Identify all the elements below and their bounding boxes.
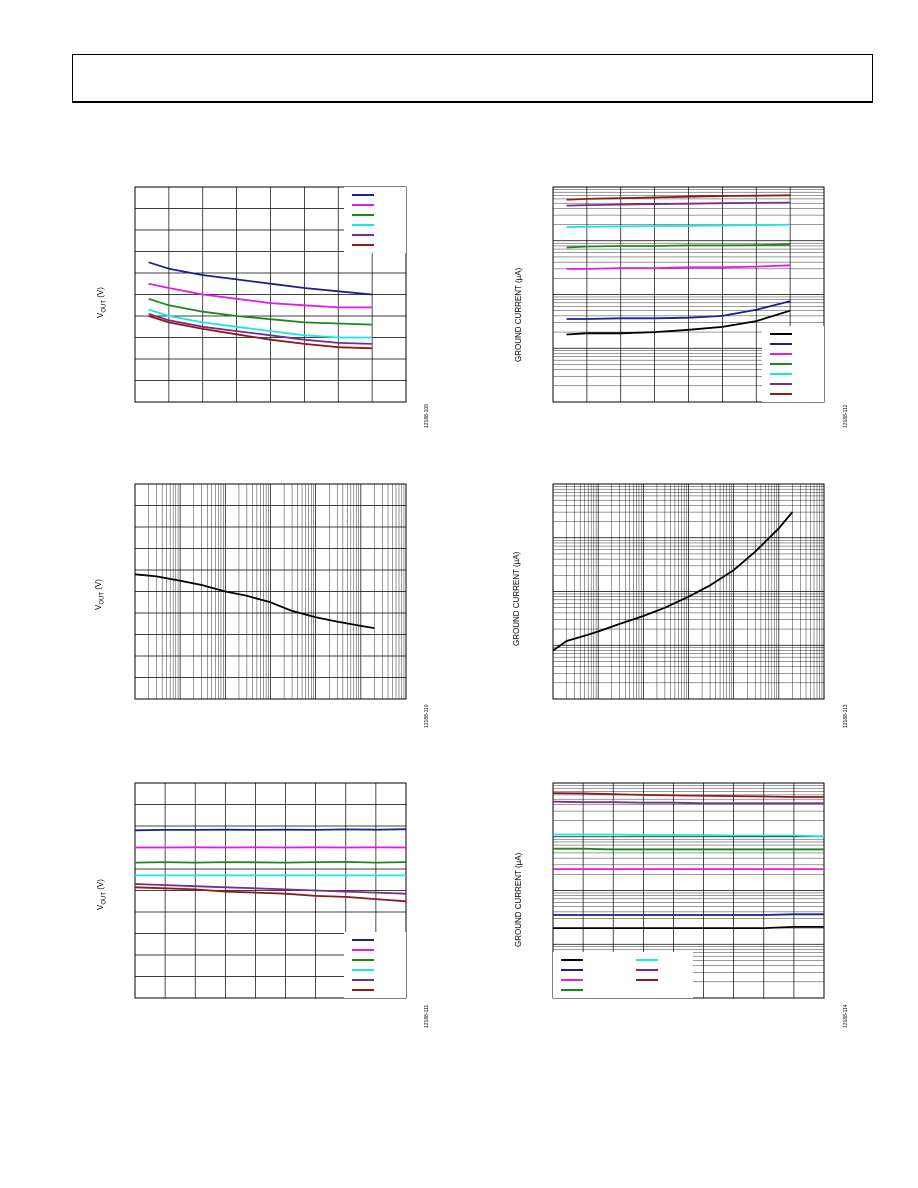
legend <box>553 952 693 998</box>
series-line <box>134 573 375 629</box>
legend <box>344 932 406 998</box>
series-line <box>148 308 373 339</box>
series-line <box>566 264 791 270</box>
series-line <box>148 315 373 350</box>
series-line <box>552 800 824 805</box>
legend <box>344 187 406 253</box>
chart-ground-current-2-figure-id: 12188-113 <box>843 704 849 728</box>
chart-vout-1 <box>134 186 407 407</box>
legend-box <box>344 187 406 253</box>
plot-frame <box>134 782 407 999</box>
chart-vout-3-figure-id: 12188-111 <box>424 1004 430 1028</box>
grid <box>134 483 407 700</box>
series-line <box>553 833 825 838</box>
series-line <box>566 201 791 207</box>
chart-ground-current-2-ylabel: GROUND CURRENT (µA) <box>512 551 521 646</box>
chart-ground-current-1-figure-id: 12188-112 <box>843 404 849 428</box>
page-header-box <box>72 54 873 103</box>
series-line <box>134 828 407 832</box>
chart-vout-2-plot <box>134 483 407 700</box>
chart-vout-3-plot <box>134 782 407 999</box>
series-line <box>552 792 824 798</box>
chart-vout-2-figure-id: 12188-110 <box>424 704 430 728</box>
chart-vout-1-plot <box>134 186 407 403</box>
chart-vout-1-figure-id: 12188-109 <box>424 404 430 428</box>
chart-ground-current-3-figure-id: 12188-114 <box>843 1004 849 1028</box>
plot-frame <box>552 483 825 700</box>
series-line <box>553 913 824 916</box>
series-line <box>553 847 824 851</box>
series-line <box>134 883 407 895</box>
legend-box <box>344 932 406 998</box>
series-line <box>148 313 373 345</box>
series-line <box>148 261 373 296</box>
chart-ground-current-2-plot <box>552 483 825 700</box>
chart-ground-current-3 <box>552 782 825 1003</box>
chart-vout-2-ylabel: VOUT (V) <box>94 579 106 610</box>
chart-vout-3-ylabel: VOUT (V) <box>96 879 108 910</box>
series-line <box>566 243 791 249</box>
plot-frame <box>134 483 407 700</box>
chart-vout-1-ylabel: VOUT (V) <box>96 287 108 318</box>
series-line <box>566 223 791 228</box>
chart-ground-current-1-ylabel: GROUND CURRENT (µA) <box>514 267 523 362</box>
series-line <box>566 309 791 336</box>
chart-vout-2 <box>134 483 407 704</box>
chart-ground-current-3-ylabel: GROUND CURRENT (µA) <box>514 852 523 947</box>
legend-box <box>553 952 693 998</box>
series-line <box>148 297 373 326</box>
series-line <box>553 925 824 930</box>
series-line <box>566 194 791 201</box>
series-line <box>134 886 407 903</box>
series-line <box>148 282 373 309</box>
legend <box>762 326 824 402</box>
series-line <box>566 300 791 320</box>
chart-ground-current-1-plot <box>552 186 825 403</box>
series-line <box>134 861 407 864</box>
chart-ground-current-3-plot <box>552 782 825 999</box>
plot-frame <box>552 186 825 403</box>
grid <box>552 483 825 700</box>
series-line <box>552 511 794 652</box>
chart-vout-3 <box>134 782 407 1003</box>
chart-ground-current-2 <box>552 483 825 704</box>
plot-frame <box>134 186 407 403</box>
chart-ground-current-1 <box>552 186 825 407</box>
